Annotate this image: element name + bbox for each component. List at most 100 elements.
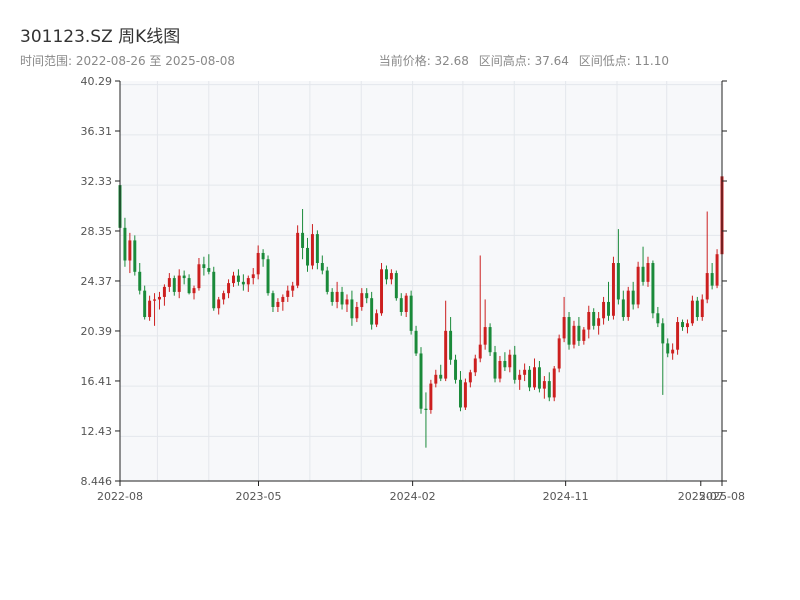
candle-body — [666, 343, 670, 354]
candle-body — [434, 374, 438, 384]
candle-body — [306, 247, 309, 266]
candle-body — [419, 353, 423, 409]
candle-body — [695, 300, 699, 318]
candle-body — [380, 269, 384, 314]
candle-body — [607, 301, 610, 316]
y-tick-label: 8.446 — [81, 475, 113, 488]
candle-body — [458, 379, 462, 408]
candle-body — [685, 323, 689, 328]
y-tick-label: 36.31 — [81, 125, 113, 138]
candle-body — [513, 354, 517, 380]
candle-body — [681, 322, 685, 328]
candle-body — [646, 263, 650, 282]
range-high: 区间高点: 37.64 — [478, 54, 569, 68]
candle-body — [641, 266, 645, 282]
candle-body — [537, 367, 541, 389]
candle-body — [508, 354, 512, 368]
candle-body — [656, 313, 660, 324]
candle-body — [478, 344, 482, 359]
candle-body — [409, 295, 413, 331]
candle-body — [597, 318, 601, 326]
candle-body — [542, 381, 546, 389]
range-low: 区间低点: 11.10 — [578, 54, 669, 68]
candle-body — [567, 317, 571, 345]
candle-body — [320, 263, 324, 271]
y-tick-label: 32.33 — [81, 175, 113, 188]
grid — [120, 81, 722, 481]
candle-body — [483, 327, 487, 345]
candle-body — [217, 299, 221, 309]
candle-body — [222, 293, 226, 300]
candle-body — [488, 327, 492, 353]
candle-body — [192, 288, 196, 294]
candle-body — [572, 325, 576, 345]
candle-body — [261, 252, 265, 260]
candle-body — [444, 330, 448, 379]
candle-body — [384, 269, 388, 280]
candle-body — [404, 295, 408, 313]
candle-body — [676, 322, 680, 350]
candle-body — [251, 274, 255, 279]
candle-body — [153, 299, 157, 301]
x-tick-label: 2025-08 — [699, 490, 745, 503]
candle-body — [671, 349, 675, 354]
candle-body — [182, 275, 186, 279]
candle-body — [582, 329, 586, 341]
candle-body — [631, 290, 635, 305]
candle-body — [148, 300, 152, 318]
candle-body — [291, 285, 295, 291]
x-tick-label: 2023-05 — [236, 490, 282, 503]
candle-body — [616, 263, 620, 300]
candle-body — [705, 273, 709, 300]
stats-bar: 当前价格: 32.68 区间高点: 37.64 区间低点: 11.10 — [373, 52, 669, 69]
candle-body — [246, 278, 250, 285]
candle-body — [330, 291, 334, 302]
candle-body — [636, 266, 640, 305]
candle-body — [414, 330, 418, 354]
candle-body — [281, 296, 285, 302]
candle-body — [315, 234, 319, 264]
candle-body — [626, 290, 630, 318]
candle-body — [528, 369, 532, 388]
candle-body — [266, 259, 270, 294]
candle-body — [449, 330, 453, 360]
candle-body — [256, 252, 260, 275]
candle-body — [236, 275, 240, 282]
candle-body — [212, 271, 216, 309]
candle-body — [271, 293, 275, 307]
candle-body — [360, 293, 364, 307]
candle-body — [700, 299, 704, 318]
candle-body — [232, 275, 235, 284]
axes: 8.446 12.43 16.41 20.39 24.37 28.35 32.33 36.31… — [81, 75, 745, 503]
candle-body — [592, 312, 596, 326]
candle-body — [167, 278, 171, 287]
candle-body — [286, 290, 290, 297]
candle-body — [197, 264, 201, 289]
candle-body — [468, 372, 472, 383]
candle-body — [301, 232, 305, 248]
candle-body — [375, 313, 379, 325]
candle-body — [276, 301, 280, 307]
candle-body — [143, 290, 147, 318]
current-price: 当前价格: 32.68 — [378, 54, 469, 68]
x-tick-label: 2022-08 — [97, 490, 143, 503]
candle-body — [518, 374, 522, 380]
candle-body — [207, 268, 211, 272]
candle-body — [473, 358, 477, 373]
candle-body — [241, 281, 245, 285]
candle-body — [187, 278, 191, 294]
candle-body — [310, 234, 314, 266]
candle-body — [128, 240, 132, 261]
candle-body — [523, 369, 527, 375]
candle-body — [587, 312, 591, 330]
candle-body — [389, 273, 393, 280]
chart-title: 301123.SZ 周K线图 — [20, 27, 181, 47]
candle-body — [296, 232, 300, 286]
candle-body — [611, 263, 615, 316]
x-tick-label: 2024-02 — [390, 490, 436, 503]
candle-body — [533, 367, 536, 388]
candle-body — [602, 301, 606, 319]
candle-body — [370, 298, 374, 325]
candle-body — [552, 368, 556, 398]
